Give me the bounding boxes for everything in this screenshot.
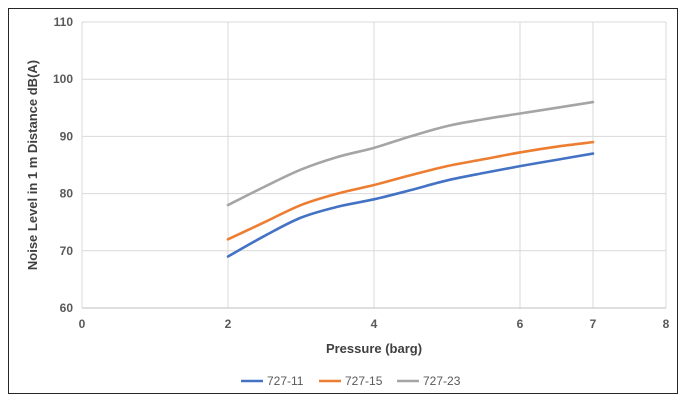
legend-label-727-15: 727-15 — [345, 374, 383, 388]
axes — [81, 22, 666, 309]
y-tick-label: 80 — [60, 187, 74, 201]
x-tick-label: 7 — [590, 317, 597, 331]
legend-label-727-23: 727-23 — [423, 374, 461, 388]
y-tick-label: 60 — [60, 301, 74, 315]
x-tick-label: 8 — [663, 317, 670, 331]
x-tick-labels: 0 2 4 6 7 8 — [79, 317, 670, 331]
series-line-727-15 — [226, 140, 595, 241]
y-tick-label: 70 — [60, 244, 74, 258]
x-tick-label: 0 — [79, 317, 86, 331]
line-chart: 60 70 80 90 100 110 0 2 4 6 7 8 Pressure (barg) No… — [25, 15, 670, 388]
y-axis-title: Noise Level in 1 m Distance dB(A) — [25, 60, 40, 270]
x-tick-label: 4 — [371, 317, 378, 331]
x-tick-label: 6 — [517, 317, 524, 331]
y-tick-labels: 60 70 80 90 100 110 — [53, 15, 73, 315]
legend: 727-11 727-15 727-23 — [241, 374, 461, 388]
series-lines — [226, 100, 595, 258]
x-axis-title: Pressure (barg) — [326, 341, 422, 356]
y-tick-label: 100 — [53, 72, 73, 86]
series-line-727-11 — [226, 152, 595, 258]
legend-label-727-11: 727-11 — [267, 374, 304, 388]
grid-lines — [82, 21, 667, 308]
series-line-727-23 — [226, 100, 595, 207]
y-tick-label: 110 — [54, 15, 74, 29]
chart-frame: 60 70 80 90 100 110 0 2 4 6 7 8 Pressure (barg) No… — [8, 8, 678, 394]
y-tick-label: 90 — [60, 129, 74, 143]
x-tick-label: 2 — [225, 317, 232, 331]
